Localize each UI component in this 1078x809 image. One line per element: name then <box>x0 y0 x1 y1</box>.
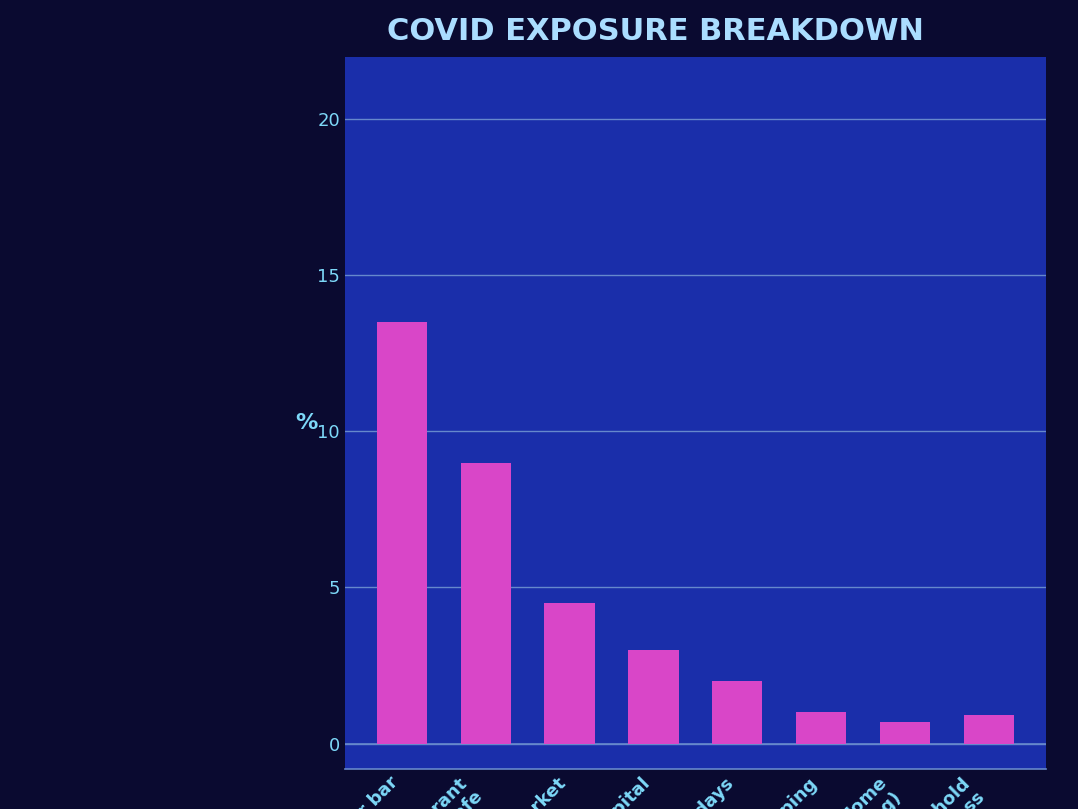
Bar <box>628 650 678 743</box>
Bar <box>713 681 762 743</box>
Bar <box>796 713 846 743</box>
Text: COVID EXPOSURE BREAKDOWN: COVID EXPOSURE BREAKDOWN <box>387 17 924 46</box>
Bar <box>964 715 1013 743</box>
Y-axis label: %: % <box>295 413 317 433</box>
Bar <box>880 722 930 743</box>
Bar <box>460 463 511 743</box>
Bar <box>377 322 427 743</box>
Bar <box>544 603 595 743</box>
